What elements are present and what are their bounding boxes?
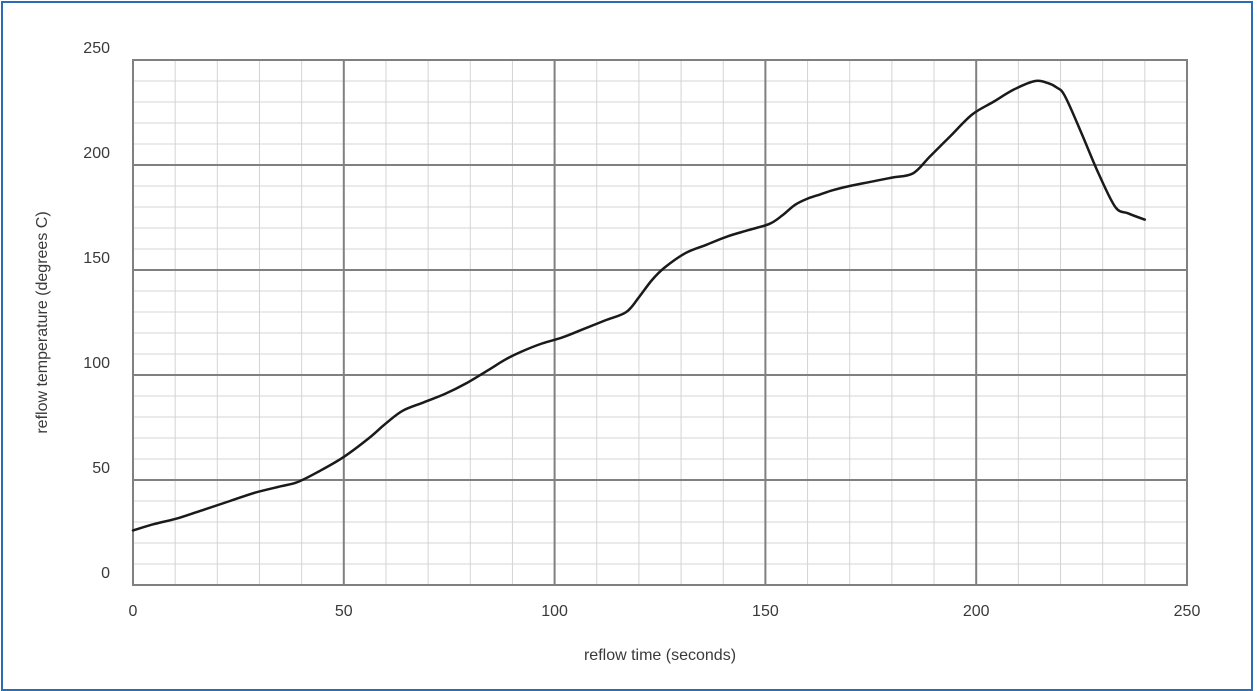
major-gridlines: [132, 59, 1188, 586]
y-tick-label: 250: [83, 40, 110, 57]
x-tick-label: 0: [129, 603, 138, 620]
temperature-line: [131, 79, 1147, 532]
x-axis-title: reflow time (seconds): [584, 647, 736, 664]
y-tick-label: 50: [92, 460, 110, 477]
y-axis-title: reflow temperature (degrees C): [34, 211, 51, 433]
x-tick-label: 100: [541, 603, 568, 620]
y-tick-label: 0: [101, 565, 110, 582]
y-axis-tick-labels: 0 50 100 150 200 250: [83, 40, 110, 582]
x-tick-label: 200: [963, 603, 990, 620]
x-tick-label: 150: [752, 603, 779, 620]
y-tick-label: 100: [83, 355, 110, 372]
x-tick-label: 250: [1174, 603, 1201, 620]
y-tick-label: 150: [83, 250, 110, 267]
y-tick-label: 200: [83, 145, 110, 162]
plot-area-border: [132, 59, 1188, 586]
x-axis-tick-labels: 0 50 100 150 200 250: [129, 603, 1201, 620]
minor-gridlines: [133, 60, 1187, 585]
x-tick-label: 50: [335, 603, 353, 620]
